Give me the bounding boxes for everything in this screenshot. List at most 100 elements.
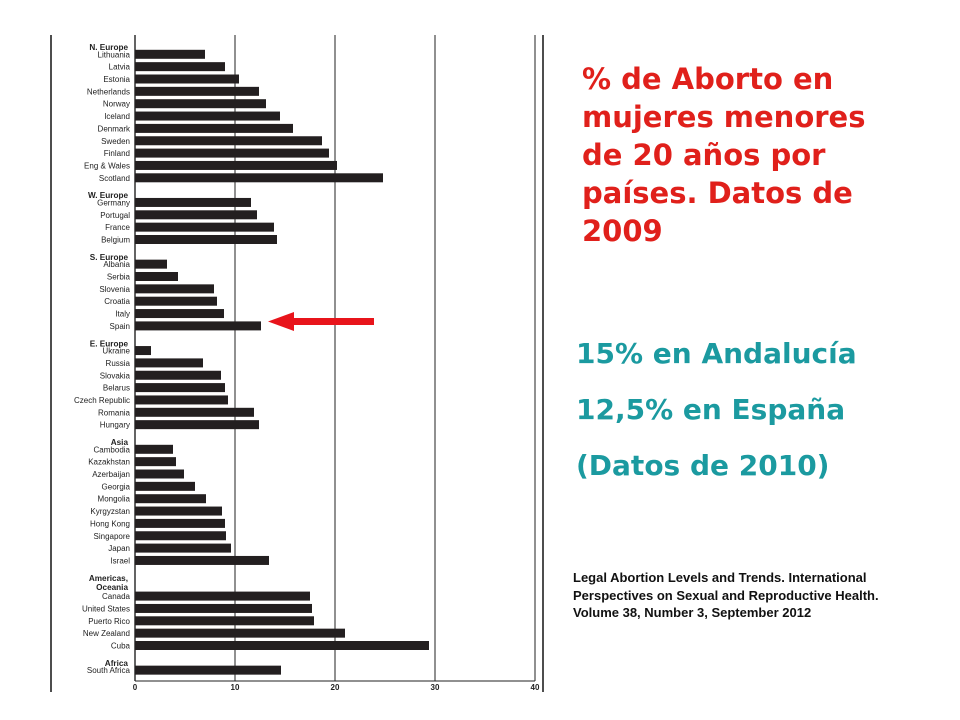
bar-label: Israel — [110, 556, 130, 565]
bar-label: Japan — [108, 544, 130, 553]
bar-label: France — [105, 223, 130, 232]
x-tick-label: 10 — [231, 683, 240, 692]
bar-albania — [135, 259, 167, 269]
bar-label: Scotland — [99, 174, 130, 183]
arrow-shaft — [292, 318, 374, 325]
group-label: Americas, — [89, 574, 128, 583]
bar-norway — [135, 99, 266, 109]
bar-label: Germany — [97, 198, 130, 207]
bar-cuba — [135, 641, 429, 650]
bar-belgium — [135, 235, 277, 244]
bar-label: Canada — [102, 592, 131, 601]
bar-canada — [135, 591, 310, 601]
x-tick-label: 40 — [531, 683, 540, 692]
bar-label: Hungary — [100, 421, 130, 430]
group-label: Oceania — [96, 583, 128, 592]
bar-slovenia — [135, 284, 214, 294]
bar-label: Eng & Wales — [84, 161, 130, 170]
bar-label: Czech Republic — [74, 396, 130, 405]
bar-label: Croatia — [104, 297, 130, 306]
bar-latvia — [135, 62, 225, 72]
bar-lithuania — [135, 49, 205, 59]
bar-label: Romania — [98, 408, 131, 417]
bar-label: Hong Kong — [90, 519, 130, 528]
bar-belarus — [135, 383, 225, 393]
spain-highlight-arrow — [268, 312, 374, 331]
bar-scotland — [135, 173, 383, 183]
bar-label: Azerbaijan — [92, 470, 130, 479]
bar-label: Puerto Rico — [88, 617, 130, 626]
bar-label: Portugal — [100, 211, 130, 220]
bar-estonia — [135, 74, 239, 84]
bar-label: Iceland — [104, 112, 130, 121]
group-label: Africa — [105, 659, 129, 668]
bar-croatia — [135, 296, 217, 306]
bar-romania — [135, 407, 254, 417]
bar-label: Serbia — [107, 273, 131, 282]
bar-label: Russia — [106, 359, 131, 368]
bar-label: Georgia — [102, 482, 131, 491]
bar-label: Lithuania — [98, 50, 131, 59]
stat-note: (Datos de 2010) — [576, 449, 830, 482]
bar-kazakhstan — [135, 457, 176, 467]
bar-label: Belarus — [103, 384, 130, 393]
source-line: Perspectives on Sexual and Reproductive … — [573, 587, 879, 603]
bar-label: Kyrgyzstan — [90, 507, 130, 516]
bar-label: Finland — [104, 149, 130, 158]
bar-israel — [135, 555, 269, 565]
bar-label: Sweden — [101, 137, 130, 146]
bar-iceland — [135, 111, 280, 121]
bars — [135, 49, 429, 675]
bar-label: Kazakhstan — [88, 458, 130, 467]
bar-puerto-rico — [135, 616, 314, 626]
bar-eng-wales — [135, 160, 337, 170]
bar-label: United States — [82, 604, 130, 613]
bar-label: Estonia — [103, 75, 130, 84]
group-label: E. Europe — [90, 339, 129, 348]
bar-finland — [135, 148, 329, 158]
bar-label: Slovenia — [99, 285, 130, 294]
group-label: W. Europe — [88, 191, 128, 200]
group-label: N. Europe — [89, 43, 128, 52]
bar-mongolia — [135, 494, 206, 504]
bar-label: Netherlands — [87, 87, 130, 96]
bar-netherlands — [135, 86, 259, 96]
bar-russia — [135, 358, 203, 368]
bar-label: Cambodia — [94, 445, 131, 454]
bar-label: Belgium — [101, 236, 130, 245]
stat-espana: 12,5% en España — [576, 393, 846, 426]
bar-label: Italy — [115, 310, 130, 319]
chart-title: % de Aborto en mujeres menores de 20 año… — [582, 62, 866, 248]
source-citation: Legal Abortion Levels and Trends. Intern… — [573, 569, 933, 622]
bar-japan — [135, 543, 231, 553]
bar-label: Albania — [103, 260, 130, 269]
bar-new-zealand — [135, 628, 345, 638]
bar-label: New Zealand — [83, 629, 130, 638]
bar-label: Denmark — [98, 124, 131, 133]
x-tick-label: 0 — [133, 683, 138, 692]
x-tick-label: 20 — [331, 683, 340, 692]
source-line: Legal Abortion Levels and Trends. Intern… — [573, 570, 867, 585]
bar-germany — [135, 197, 251, 207]
bar-italy — [135, 309, 224, 319]
bar-label: Mongolia — [98, 495, 131, 504]
bar-south-africa — [135, 665, 281, 675]
arrow-head — [268, 312, 294, 331]
bar-label: South Africa — [87, 666, 131, 675]
bar-united-states — [135, 603, 312, 613]
bar-azerbaijan — [135, 469, 184, 479]
bar-label: Slovakia — [100, 371, 131, 380]
bar-label: Singapore — [94, 532, 131, 541]
bar-hong-kong — [135, 518, 225, 528]
bar-france — [135, 222, 274, 232]
bar-slovakia — [135, 370, 221, 380]
bar-sweden — [135, 136, 322, 146]
bar-hungary — [135, 420, 259, 430]
stat-andalucia: 15% en Andalucía — [576, 337, 857, 370]
bar-label: Ukraine — [102, 347, 130, 356]
bar-kyrgyzstan — [135, 506, 222, 516]
group-label: S. Europe — [90, 253, 129, 262]
bar-label: Latvia — [109, 63, 131, 72]
